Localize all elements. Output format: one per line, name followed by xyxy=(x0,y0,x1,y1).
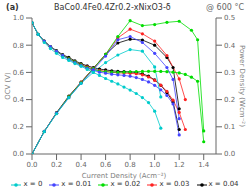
svg-text:0.6: 0.6 xyxy=(100,161,112,169)
svg-text:0.0: 0.0 xyxy=(26,161,37,169)
svg-text:Current Density (Acm⁻²): Current Density (Acm⁻²) xyxy=(82,172,167,180)
svg-text:0.8: 0.8 xyxy=(125,161,136,169)
svg-text:0.5: 0.5 xyxy=(224,14,235,22)
svg-text:0.3: 0.3 xyxy=(224,69,235,77)
html-text:x = 0.01: x = 0.01 xyxy=(61,180,92,188)
svg-text:1.0: 1.0 xyxy=(149,161,160,169)
svg-text:1.4: 1.4 xyxy=(198,161,210,169)
html-text:@ 600 °C: @ 600 °C xyxy=(206,2,244,12)
svg-text:0.0: 0.0 xyxy=(224,150,235,158)
html-text:x = 0.04: x = 0.04 xyxy=(208,180,239,188)
svg-text:0.8: 0.8 xyxy=(13,42,24,50)
html-text:(a): (a) xyxy=(6,2,19,12)
html-text:BaCo0.4Fe0.4Zr0.2-xNixO3-δ: BaCo0.4Fe0.4Zr0.2-xNixO3-δ xyxy=(54,2,171,12)
html-text:x = 0.02: x = 0.02 xyxy=(110,180,141,188)
svg-text:0.2: 0.2 xyxy=(224,96,235,104)
svg-text:1.0: 1.0 xyxy=(13,14,24,22)
svg-text:OCV (V): OCV (V) xyxy=(8,72,12,100)
svg-text:0.0: 0.0 xyxy=(13,150,24,158)
svg-text:1.2: 1.2 xyxy=(174,161,185,169)
html-text:x = 0.03: x = 0.03 xyxy=(159,180,190,188)
svg-text:0.4: 0.4 xyxy=(224,42,236,50)
svg-text:0.6: 0.6 xyxy=(13,69,25,77)
svg-text:0.2: 0.2 xyxy=(13,123,24,131)
svg-text:0.4: 0.4 xyxy=(75,161,87,169)
svg-text:0.1: 0.1 xyxy=(224,123,235,131)
html-text:x = 0: x = 0 xyxy=(23,180,43,188)
svg-text:0.2: 0.2 xyxy=(51,161,62,169)
svg-text:Power Density (Wcm⁻²): Power Density (Wcm⁻²) xyxy=(238,45,242,127)
svg-text:0.4: 0.4 xyxy=(13,96,25,104)
